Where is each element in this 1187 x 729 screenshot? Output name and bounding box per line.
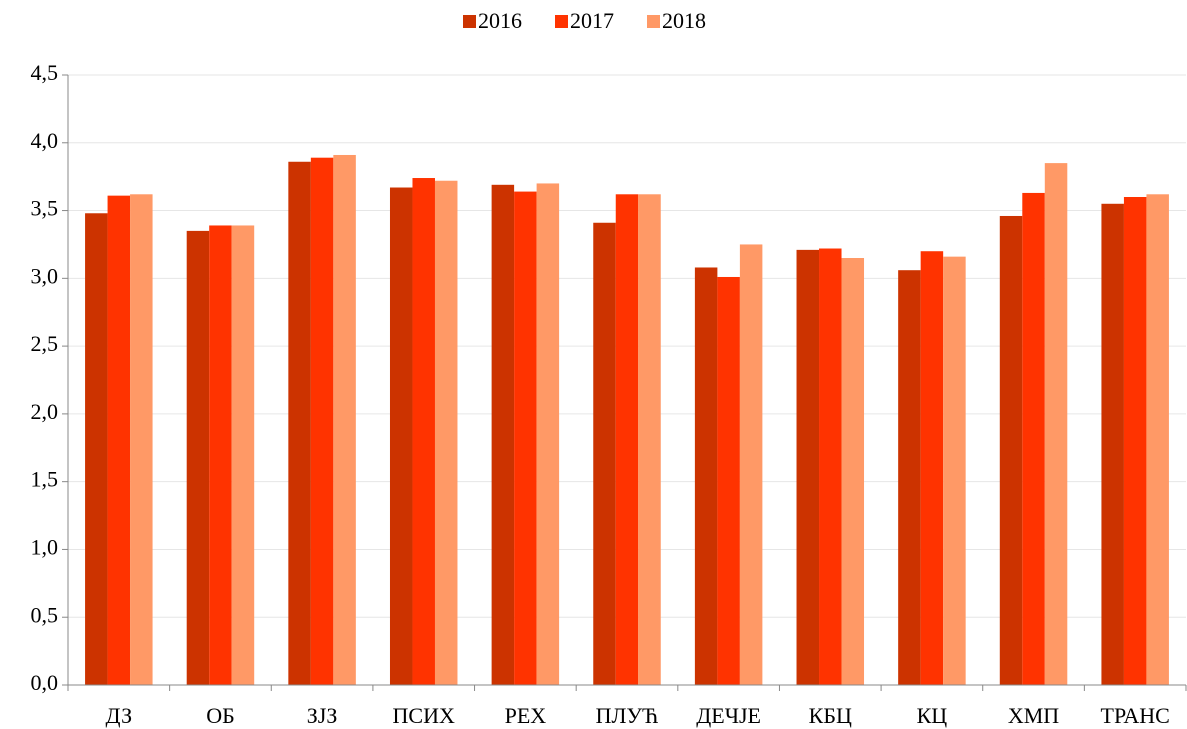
bar: [841, 258, 865, 685]
bar: [434, 180, 458, 685]
bar: [638, 194, 661, 686]
legend-label: 2018: [662, 8, 706, 33]
bar: [333, 154, 356, 685]
legend-swatch: [555, 15, 568, 28]
legend-swatch: [463, 15, 476, 28]
bar: [389, 187, 413, 685]
x-tick-label: РЕХ: [505, 703, 547, 728]
bar: [310, 157, 334, 685]
x-tick-label: ХМП: [1008, 703, 1059, 728]
bar: [943, 256, 966, 685]
y-tick-label: 1,0: [31, 534, 59, 559]
legend-label: 2017: [570, 8, 614, 33]
bar: [288, 161, 311, 685]
bar: [615, 194, 639, 686]
bar: [920, 251, 944, 685]
bar: [412, 178, 435, 685]
x-tick-label: ДЕЧЈЕ: [696, 703, 761, 728]
x-tick-label: ПЛУЋ: [596, 703, 659, 728]
x-tick-label: КБЦ: [809, 703, 852, 728]
bar: [231, 225, 255, 685]
bar: [536, 183, 560, 685]
y-tick-label: 2,0: [31, 399, 59, 424]
bar: [1022, 192, 1045, 685]
y-tick-label: 0,5: [31, 602, 59, 627]
bar: [999, 215, 1023, 685]
x-tick-label: КЦ: [917, 703, 948, 728]
legend-swatch: [647, 15, 660, 28]
bar: [739, 244, 763, 685]
x-tick-label: ПСИХ: [393, 703, 455, 728]
bar: [130, 194, 153, 686]
x-tick-label: ОБ: [206, 703, 235, 728]
bar: [107, 195, 131, 685]
bar: [717, 276, 740, 685]
bar: [694, 267, 718, 685]
bar: [898, 270, 921, 685]
y-tick-label: 0,0: [31, 670, 59, 695]
x-tick-label: ТРАНС: [1101, 703, 1170, 728]
y-tick-label: 2,5: [31, 331, 59, 356]
bar: [1044, 163, 1068, 686]
y-tick-label: 3,0: [31, 263, 59, 288]
bar: [209, 225, 232, 685]
bar: [491, 184, 515, 686]
bar: [1146, 194, 1169, 686]
bar: [1101, 203, 1124, 685]
y-tick-label: 4,0: [31, 128, 59, 153]
x-tick-label: ДЗ: [106, 703, 133, 728]
bar: [85, 213, 108, 685]
bar: [1123, 197, 1147, 685]
y-tick-label: 3,5: [31, 196, 59, 221]
bar: [796, 249, 820, 685]
bar: [593, 222, 616, 685]
legend-label: 2016: [478, 8, 522, 33]
y-tick-label: 4,5: [31, 60, 59, 85]
bar: [514, 191, 537, 686]
bar: [186, 230, 210, 685]
bar: [819, 248, 842, 685]
y-tick-label: 1,5: [31, 467, 59, 492]
x-tick-label: ЗЈЗ: [307, 703, 338, 728]
